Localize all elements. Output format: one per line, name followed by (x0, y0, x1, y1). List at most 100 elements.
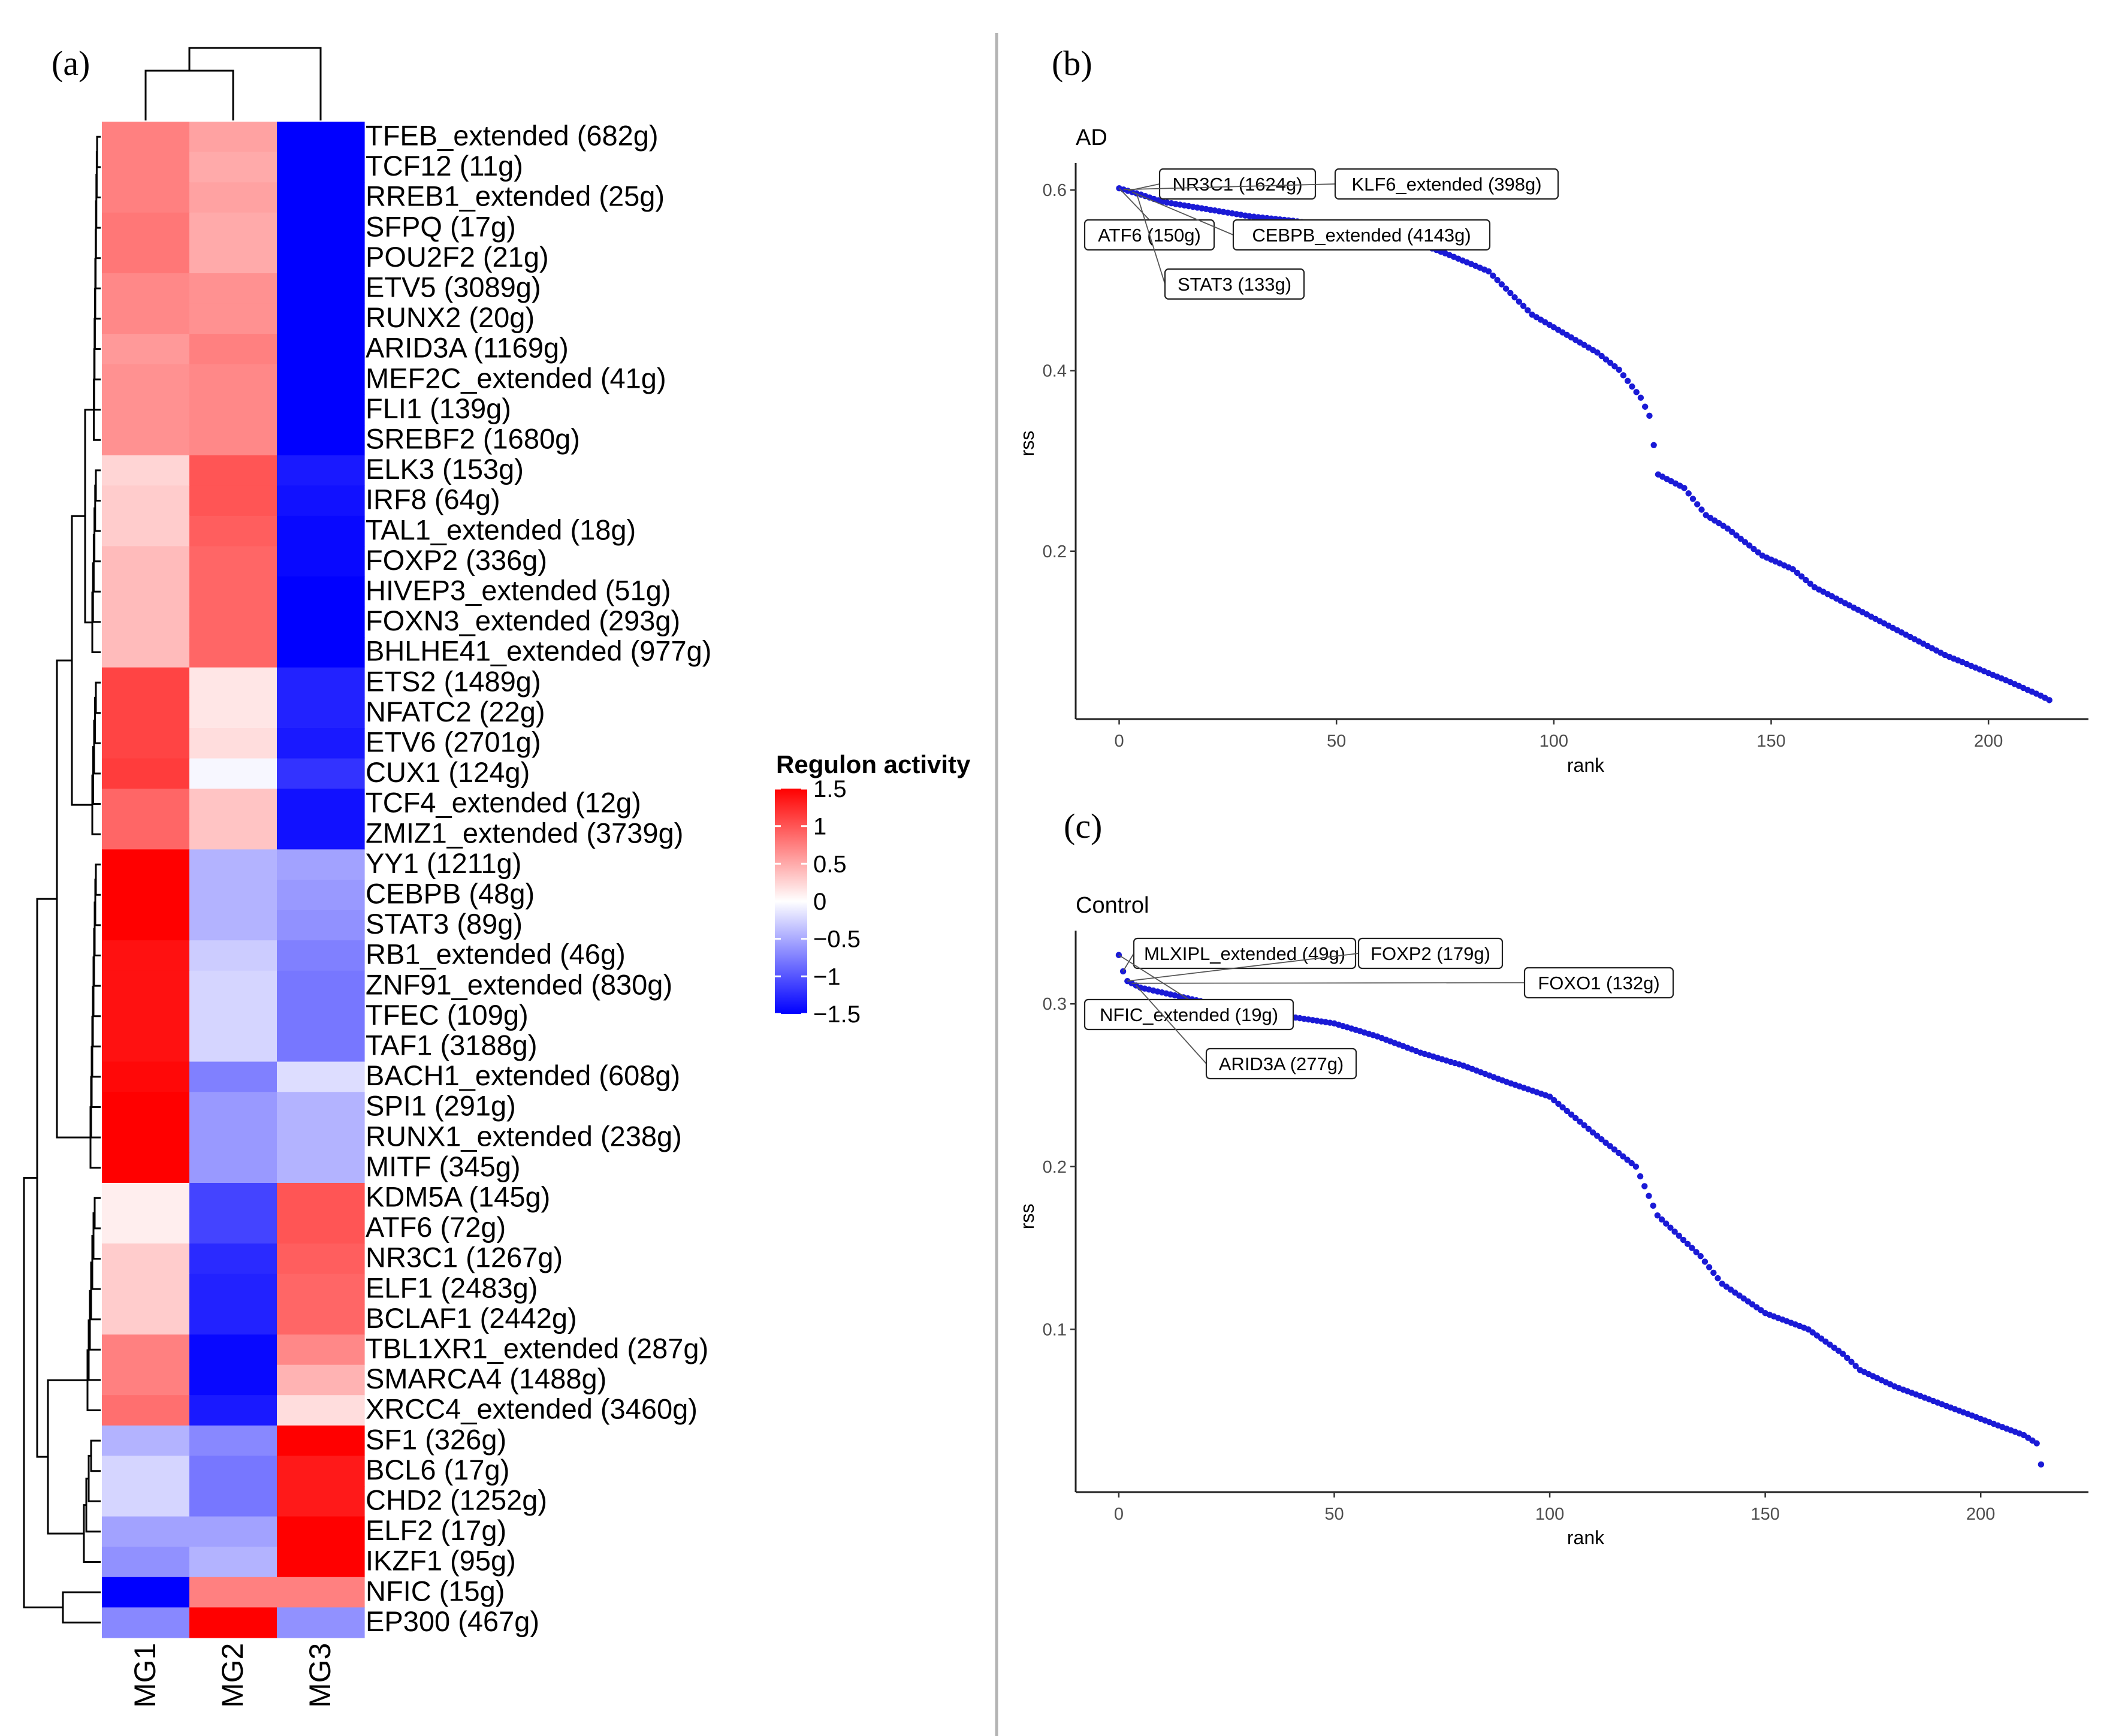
heatmap-cell (189, 1183, 277, 1214)
data-point (1658, 1216, 1665, 1223)
data-point (1632, 1163, 1640, 1170)
heatmap-cell (189, 1273, 277, 1305)
heatmap-cell (277, 243, 365, 274)
y-tick-label: 0.1 (1043, 1320, 1067, 1339)
data-point (1729, 529, 1735, 535)
heatmap-cell (102, 182, 190, 213)
data-point (1494, 277, 1501, 283)
row-label: RUNX2 (20g) (366, 301, 535, 333)
row-label: MITF (345g) (366, 1151, 521, 1182)
data-point (2033, 1440, 2040, 1447)
heatmap-cell (277, 758, 365, 789)
heatmap-cell (277, 212, 365, 243)
heatmap-cell (102, 1577, 190, 1608)
heatmap-cell (277, 576, 365, 608)
heatmap-cell (277, 637, 365, 668)
panel-label-c: (c) (1064, 807, 1102, 846)
heatmap-cell (189, 970, 277, 1001)
data-point (1598, 1136, 1605, 1143)
annotation-leader (1131, 191, 1234, 236)
data-point (1641, 403, 1649, 410)
row-label: CUX1 (124g) (366, 756, 530, 788)
heatmap-cell (189, 1395, 277, 1426)
data-point (1755, 549, 1761, 555)
heatmap-cell (102, 1031, 190, 1062)
data-point (1629, 383, 1635, 390)
heatmap-cell (189, 212, 277, 243)
data-point (1525, 307, 1531, 314)
annotation-label: FOXP2 (179g) (1371, 943, 1490, 964)
dendrogram-branch (23, 1177, 63, 1608)
heatmap-cell (189, 819, 277, 850)
data-point (1694, 501, 1701, 508)
data-point (1577, 1118, 1583, 1125)
heatmap-cell (277, 1273, 365, 1305)
annotation-box (1164, 268, 1305, 300)
heatmap-cell (277, 819, 365, 850)
heatmap-cell (102, 1516, 190, 1547)
data-point (1698, 506, 1705, 513)
data-point (1676, 1233, 1683, 1239)
row-label: RREB1_extended (25g) (366, 180, 665, 212)
data-point (1684, 1240, 1691, 1248)
heatmap-cell (189, 122, 277, 153)
data-point (1602, 1139, 1609, 1146)
x-tick-label: 50 (1324, 1505, 1344, 1524)
heatmap-cell (277, 1547, 365, 1578)
x-tick-label: 150 (1750, 1505, 1779, 1524)
heatmap-cell (277, 1335, 365, 1366)
heatmap-cell (189, 1152, 277, 1184)
row-label: CHD2 (1252g) (366, 1484, 547, 1515)
heatmap-cell (277, 394, 365, 425)
row-label: TCF12 (11g) (366, 150, 523, 182)
heatmap-cell (277, 546, 365, 577)
data-point (1611, 363, 1618, 370)
annotation-box (1083, 998, 1294, 1031)
heatmap-cell (189, 1456, 277, 1487)
data-point (1667, 1224, 1674, 1231)
heatmap-cell (102, 789, 190, 820)
x-tick-label: 100 (1535, 1505, 1564, 1524)
heatmap-cell (102, 576, 190, 608)
heatmap-cell (189, 1547, 277, 1578)
data-point (1798, 573, 1805, 580)
heatmap-cell (277, 425, 365, 456)
heatmap-cell (277, 1516, 365, 1547)
y-tick-label: 0.2 (1043, 542, 1067, 561)
data-point (1485, 268, 1492, 274)
heatmap-cell (277, 1243, 365, 1275)
heatmap-cell (102, 849, 190, 880)
heatmap-cell (277, 880, 365, 911)
heatmap-cell (102, 1304, 190, 1335)
row-label: TAL1_extended (18g) (366, 514, 636, 545)
row-label: ETV5 (3089g) (366, 271, 541, 303)
heatmap-cell (277, 1456, 365, 1487)
heatmap-cell (189, 1092, 277, 1123)
x-tick-label: 50 (1327, 732, 1346, 751)
heatmap-cell (189, 546, 277, 577)
data-point (1611, 1146, 1618, 1153)
data-point (1794, 569, 1801, 576)
row-label: TAF1 (3188g) (366, 1029, 537, 1061)
row-label: XRCC4_extended (3460g) (366, 1393, 698, 1425)
heatmap-cell (102, 364, 190, 395)
heatmap-cell (189, 303, 277, 334)
data-point (1546, 1093, 1553, 1100)
data-point (1511, 294, 1518, 301)
heatmap-cell (189, 394, 277, 425)
heatmap-cell (277, 606, 365, 638)
row-label: NFATC2 (22g) (366, 696, 545, 727)
heatmap-cell (277, 1425, 365, 1456)
data-point (1681, 485, 1688, 491)
heatmap-cell (277, 1607, 365, 1638)
column-label: MG3 (303, 1643, 337, 1708)
heatmap-cell (102, 1122, 190, 1153)
row-dendrogram (23, 135, 101, 1624)
data-point (1750, 545, 1757, 552)
data-point (1616, 366, 1622, 373)
row-label: HIVEP3_extended (51g) (366, 574, 671, 606)
annotation-box (1523, 967, 1674, 999)
row-label: BHLHE41_extended (977g) (366, 635, 711, 667)
heatmap-cell (189, 1607, 277, 1638)
annotation-box (1232, 219, 1491, 251)
